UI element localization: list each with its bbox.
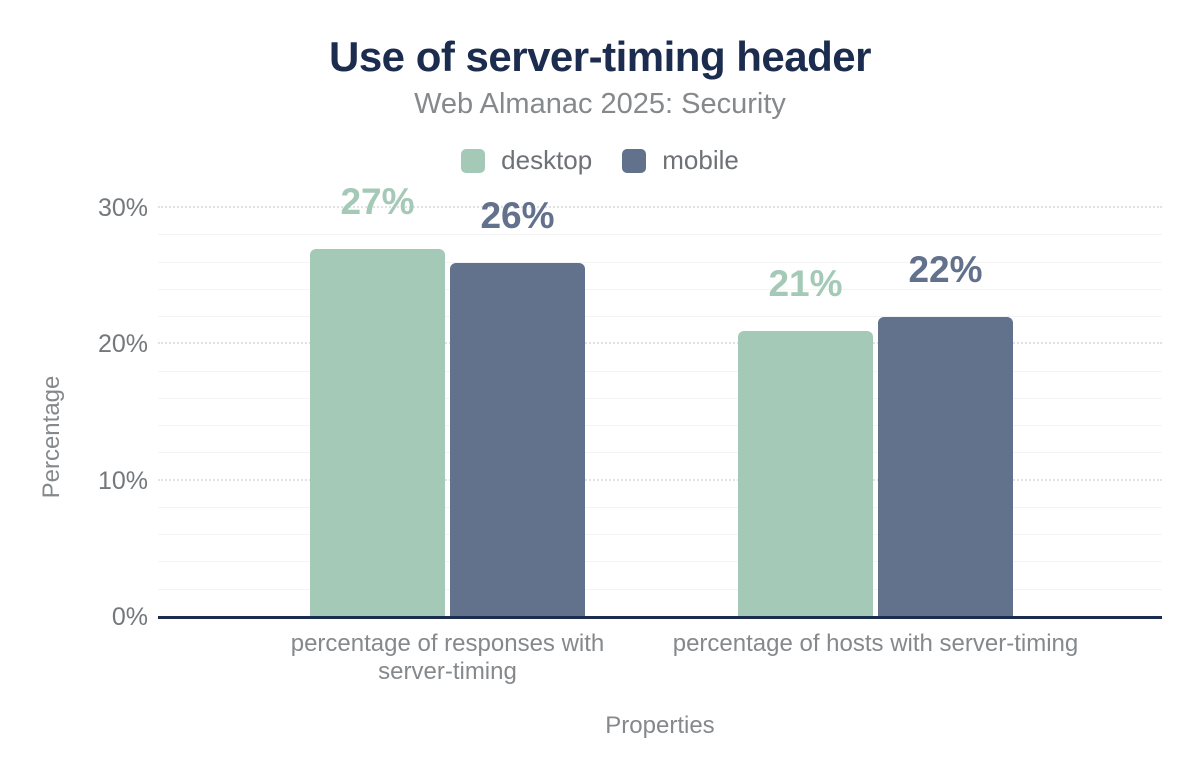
x-category-label-line: percentage of hosts with server-timing xyxy=(672,630,1079,657)
y-tick-label: 0% xyxy=(111,603,148,631)
value-label-mobile-0: 26% xyxy=(480,194,555,236)
y-tick-label: 20% xyxy=(97,330,148,359)
y-tick-label: 10% xyxy=(97,466,148,495)
minor-gridline xyxy=(158,506,1162,508)
minor-gridline xyxy=(158,370,1162,372)
minor-gridline xyxy=(158,588,1162,590)
x-axis-title: Properties xyxy=(605,712,715,739)
minor-gridline xyxy=(158,452,1162,454)
legend: desktop mobile xyxy=(0,145,1200,176)
x-category-label-0: percentage of responses with server-timin… xyxy=(218,630,678,686)
major-gridline xyxy=(158,478,1162,481)
bar-mobile-1[interactable] xyxy=(878,317,1013,617)
legend-item-desktop[interactable]: desktop xyxy=(461,145,592,176)
legend-label-mobile: mobile xyxy=(662,145,739,175)
legend-label-desktop: desktop xyxy=(501,145,593,175)
plot-area: 27% 26% 21% 22% xyxy=(158,182,1162,619)
x-axis-line xyxy=(158,616,1162,619)
minor-gridline xyxy=(158,261,1162,263)
major-gridline xyxy=(158,342,1162,345)
x-category-label-1: percentage of hosts with server-timing xyxy=(646,630,1106,658)
minor-gridline xyxy=(158,534,1162,536)
minor-gridline xyxy=(158,397,1162,399)
legend-swatch-desktop xyxy=(461,148,486,173)
value-label-mobile-1: 22% xyxy=(908,249,983,291)
minor-gridline xyxy=(158,288,1162,290)
y-tick-label: 30% xyxy=(97,194,148,222)
minor-gridline xyxy=(158,425,1162,427)
chart-title: Use of server-timing header xyxy=(328,33,872,80)
value-label-desktop-1: 21% xyxy=(768,262,843,304)
minor-gridline xyxy=(158,234,1162,236)
minor-gridline xyxy=(158,561,1162,563)
legend-swatch-mobile xyxy=(622,148,647,173)
bar-desktop-1[interactable] xyxy=(738,330,873,617)
minor-gridline xyxy=(158,316,1162,318)
x-category-label-line: percentage of responses with xyxy=(290,630,605,657)
x-category-label-line: server-timing xyxy=(378,658,517,685)
value-label-desktop-0: 27% xyxy=(340,180,415,222)
bar-desktop-0[interactable] xyxy=(310,248,445,617)
legend-item-mobile[interactable]: mobile xyxy=(622,145,739,176)
bar-mobile-0[interactable] xyxy=(450,262,585,617)
chart-subtitle: Web Almanac 2025: Security xyxy=(414,88,786,120)
major-gridline xyxy=(158,206,1162,208)
